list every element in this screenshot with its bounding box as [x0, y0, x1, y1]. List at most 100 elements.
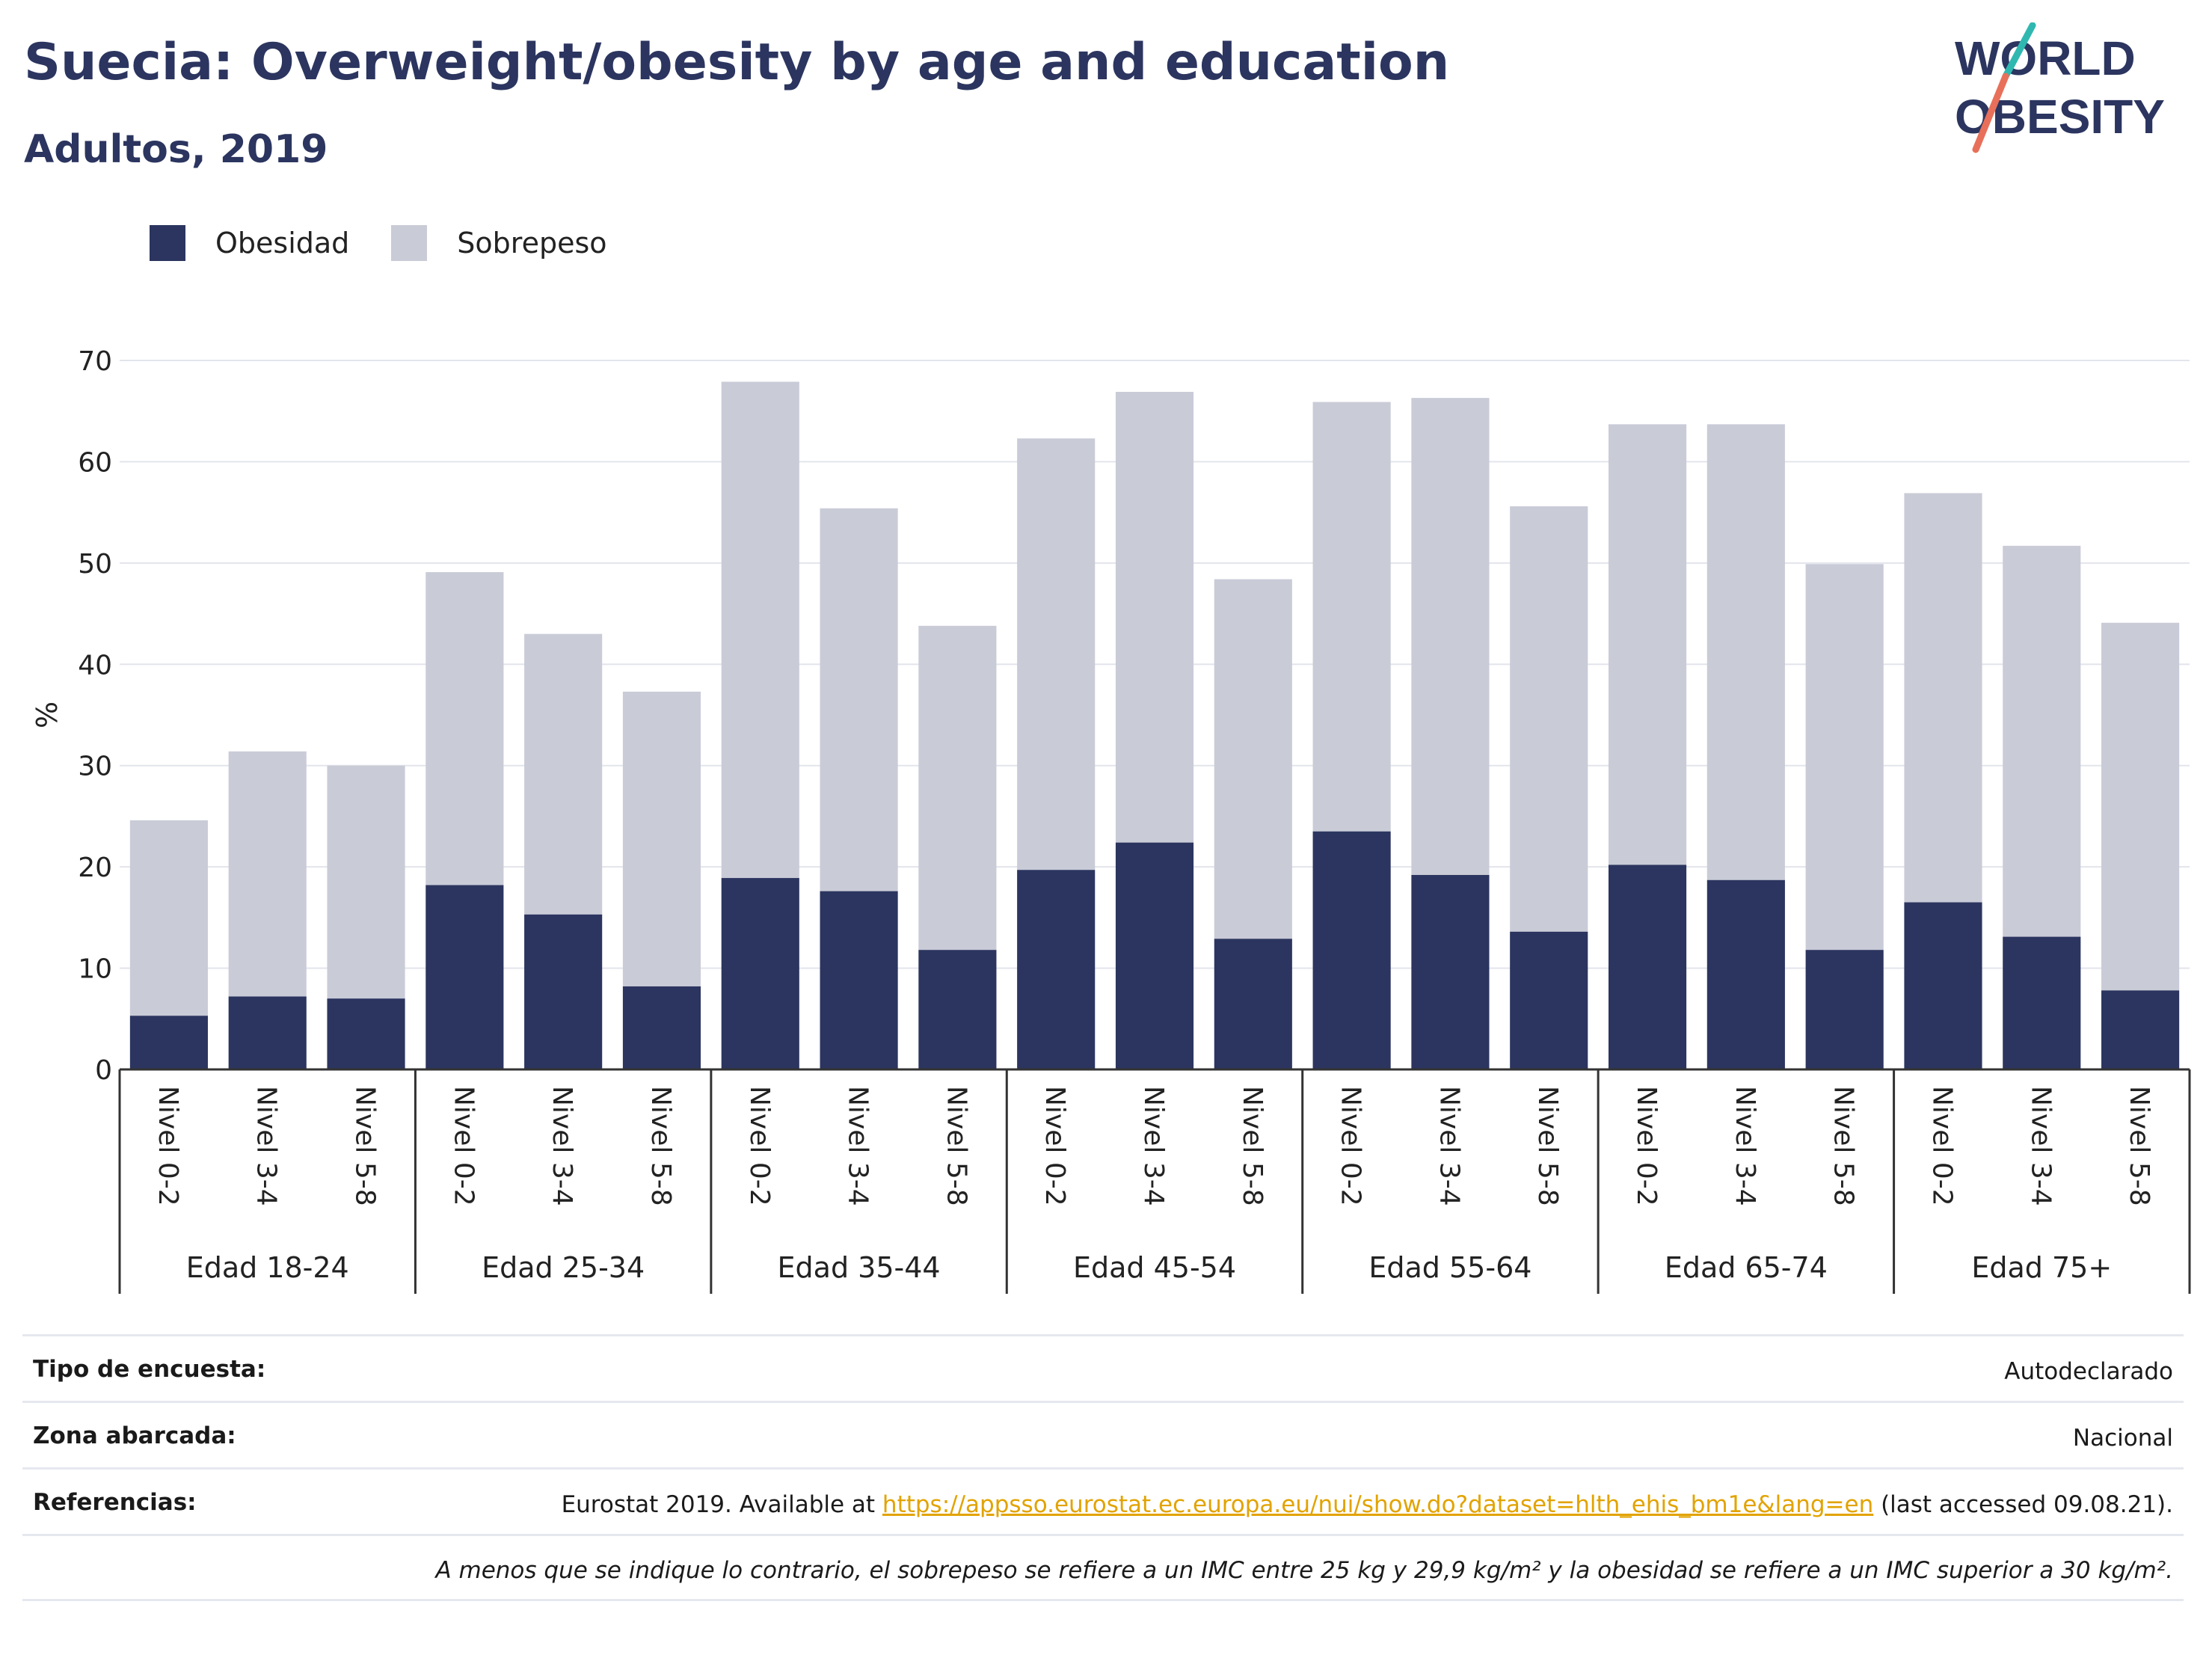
- bar-obesidad: [1608, 865, 1687, 1069]
- x-tick-label: Nivel 3-4: [547, 1086, 577, 1206]
- references-value: Eurostat 2019. Available at https://apps…: [562, 1489, 2173, 1520]
- bar-obesidad: [1510, 931, 1588, 1069]
- y-tick-label: 0: [95, 1055, 112, 1086]
- x-tick-label: Nivel 3-4: [251, 1086, 282, 1206]
- bar-obesidad: [622, 986, 701, 1069]
- bar-sobrepeso: [1805, 564, 1884, 951]
- x-tick-label: Nivel 0-2: [744, 1086, 775, 1206]
- x-tick-label: Nivel 5-8: [1532, 1086, 1563, 1206]
- y-tick-label: 60: [78, 447, 112, 478]
- bar-sobrepeso: [228, 751, 307, 997]
- legend-item-obesidad[interactable]: Obesidad: [150, 225, 349, 261]
- group-label: Edad 35-44: [778, 1251, 941, 1284]
- chart-legend: Obesidad Sobrepeso: [150, 224, 649, 262]
- bar-obesidad: [2101, 990, 2180, 1069]
- x-tick-label: Nivel 5-8: [2124, 1086, 2154, 1206]
- x-tick-label: Nivel 5-8: [1237, 1086, 1268, 1206]
- group-label: Edad 25-34: [482, 1251, 645, 1284]
- bar-obesidad: [1706, 879, 1785, 1069]
- bar-sobrepeso: [1312, 402, 1391, 832]
- y-tick-label: 30: [78, 752, 112, 782]
- logo-slash-coral: [1972, 73, 2009, 153]
- survey-type-label: Tipo de encuesta:: [33, 1356, 266, 1383]
- bar-sobrepeso: [1017, 438, 1096, 871]
- legend-swatch-obesidad: [150, 225, 185, 261]
- area-label: Zona abarcada:: [33, 1422, 236, 1449]
- y-tick-label: 10: [78, 954, 112, 985]
- metadata-table: Tipo de encuesta: Autodeclarado Zona aba…: [22, 1334, 2184, 1601]
- references-suffix: (last accessed 09.08.21).: [1873, 1491, 2173, 1518]
- x-tick-label: Nivel 0-2: [1926, 1086, 1957, 1206]
- bar-sobrepeso: [1411, 398, 1490, 875]
- y-tick-label: 20: [78, 853, 112, 883]
- bar-sobrepeso: [1904, 493, 1982, 903]
- x-tick-label: Nivel 0-2: [1336, 1086, 1366, 1206]
- x-tick-label: Nivel 0-2: [1039, 1086, 1070, 1206]
- y-tick-label: 50: [78, 549, 112, 580]
- meta-row-area: Zona abarcada: Nacional: [22, 1401, 2184, 1467]
- meta-row-survey-type: Tipo de encuesta: Autodeclarado: [22, 1334, 2184, 1401]
- bar-sobrepeso: [524, 633, 603, 915]
- bar-sobrepeso: [721, 381, 799, 879]
- bar-sobrepeso: [1510, 506, 1588, 932]
- bar-obesidad: [228, 996, 307, 1069]
- area-value: Nacional: [2072, 1425, 2173, 1452]
- references-label: Referencias:: [33, 1489, 197, 1516]
- logo-slash-teal: [2002, 22, 2036, 80]
- bar-obesidad: [1312, 831, 1391, 1069]
- bar-obesidad: [1411, 874, 1490, 1069]
- x-tick-label: Nivel 5-8: [1828, 1086, 1859, 1206]
- group-label: Edad 65-74: [1665, 1251, 1828, 1284]
- legend-label-obesidad: Obesidad: [215, 227, 350, 260]
- page-subtitle: Adultos, 2019: [24, 127, 328, 172]
- bar-sobrepeso: [1115, 391, 1194, 843]
- group-label: Edad 75+: [1971, 1251, 2112, 1284]
- x-tick-label: Nivel 0-2: [448, 1086, 479, 1206]
- x-tick-label: Nivel 3-4: [1730, 1086, 1760, 1206]
- bar-sobrepeso: [1214, 579, 1292, 939]
- bar-sobrepeso: [2003, 545, 2081, 937]
- x-tick-label: Nivel 3-4: [2025, 1086, 2056, 1206]
- bar-obesidad: [2003, 936, 2081, 1069]
- bar-sobrepeso: [622, 691, 701, 986]
- bar-obesidad: [820, 891, 898, 1069]
- bar-obesidad: [721, 878, 799, 1069]
- y-axis-label: %: [31, 701, 64, 728]
- legend-item-sobrepeso[interactable]: Sobrepeso: [391, 225, 607, 261]
- bar-obesidad: [425, 885, 504, 1069]
- meta-row-references: Referencias: Eurostat 2019. Available at…: [22, 1467, 2184, 1534]
- bar-sobrepeso: [1706, 424, 1785, 880]
- bar-obesidad: [327, 998, 405, 1069]
- bar-sobrepeso: [129, 820, 208, 1016]
- x-tick-label: Nivel 0-2: [1631, 1086, 1662, 1206]
- bar-sobrepeso: [2101, 622, 2180, 991]
- legend-label-sobrepeso: Sobrepeso: [457, 227, 607, 260]
- y-tick-label: 40: [78, 650, 112, 681]
- stacked-bar-chart: 0 10 20 30 40 50 60 70% Edad 18-24 Edad 25-34 Edad…: [31, 346, 2191, 1294]
- group-label: Edad 55-64: [1368, 1251, 1531, 1284]
- group-label: Edad 18-24: [186, 1251, 349, 1284]
- definition-note: A menos que se indique lo contrario, el …: [22, 1534, 2184, 1601]
- x-tick-label: Nivel 3-4: [1434, 1086, 1464, 1206]
- bar-sobrepeso: [820, 508, 898, 891]
- x-tick-label: Nivel 5-8: [350, 1086, 381, 1206]
- y-tick-label: 70: [78, 346, 112, 377]
- bar-obesidad: [1805, 950, 1884, 1069]
- x-tick-label: Nivel 0-2: [153, 1086, 183, 1206]
- references-link[interactable]: https://appsso.eurostat.ec.europa.eu/nui…: [882, 1491, 1874, 1518]
- bar-obesidad: [129, 1016, 208, 1069]
- bar-obesidad: [1214, 939, 1292, 1069]
- x-tick-label: Nivel 3-4: [1138, 1086, 1169, 1206]
- group-label: Edad 45-54: [1073, 1251, 1236, 1284]
- survey-type-value: Autodeclarado: [2004, 1358, 2173, 1385]
- bar-obesidad: [1904, 902, 1982, 1069]
- bar-sobrepeso: [1608, 424, 1687, 865]
- references-prefix: Eurostat 2019. Available at: [561, 1491, 882, 1518]
- world-obesity-logo: WORLD OBESITY: [1955, 22, 2165, 153]
- bar-obesidad: [1017, 870, 1096, 1069]
- bar-sobrepeso: [918, 625, 997, 951]
- x-tick-label: Nivel 5-8: [645, 1086, 676, 1206]
- bar-obesidad: [524, 914, 603, 1069]
- bar-sobrepeso: [327, 765, 405, 999]
- x-tick-label: Nivel 3-4: [843, 1086, 873, 1206]
